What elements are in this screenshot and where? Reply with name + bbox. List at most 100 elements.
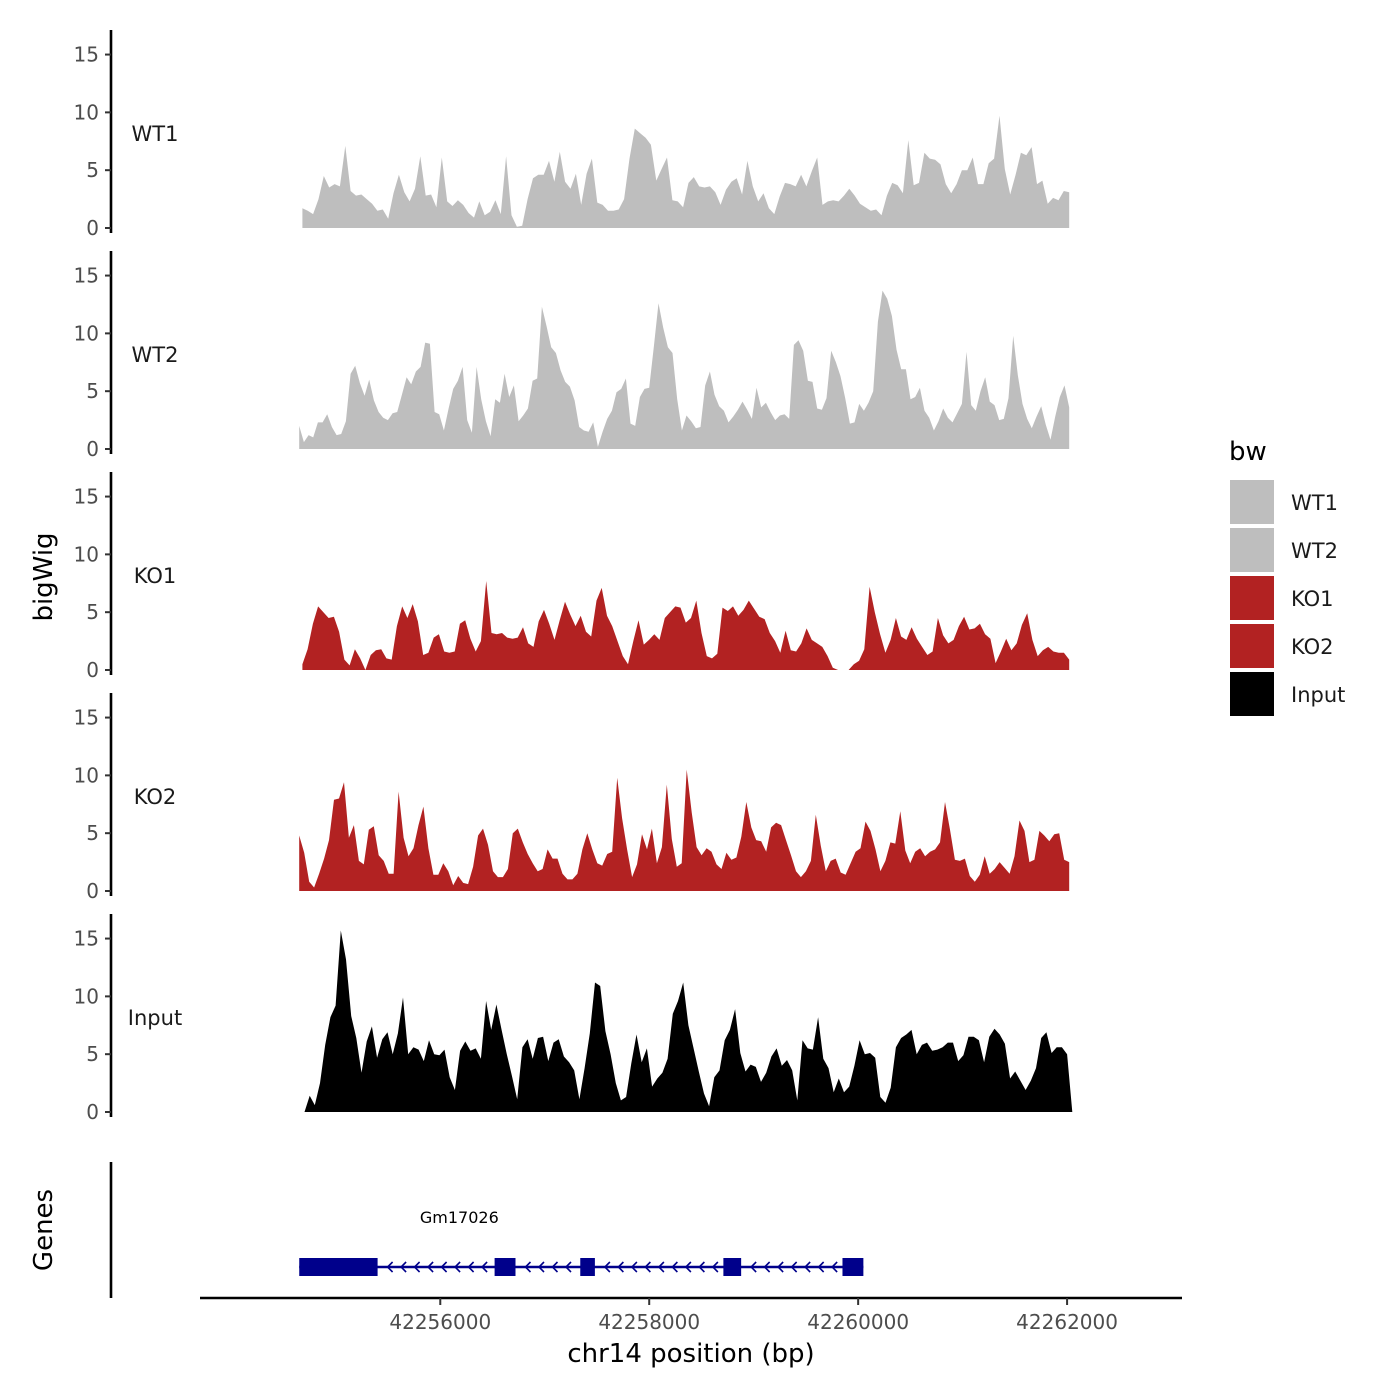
- coverage-area-wt1: [302, 115, 1070, 228]
- x-axis: 42256000 42258000 42260000 42262000 chr14 p…: [200, 1296, 1182, 1369]
- y-tick-label: 10: [74, 763, 99, 787]
- track-ko2: 0 5 10 15 KO2: [74, 693, 1070, 903]
- track-ko1: 0 5 10 15 KO1: [74, 472, 1070, 682]
- strand-arrow: [804, 1261, 811, 1273]
- track-wt2: 0 5 10 15 WT2: [74, 251, 1070, 461]
- coverage-area-input: [304, 930, 1073, 1112]
- y-axis-title: bigWig: [29, 532, 59, 621]
- y-tick-label: 10: [74, 321, 99, 345]
- strand-arrow: [684, 1261, 692, 1273]
- legend-label: KO1: [1291, 587, 1334, 611]
- gene-exon: [723, 1258, 742, 1276]
- strand-arrow: [564, 1261, 572, 1273]
- legend-label: KO2: [1291, 635, 1334, 659]
- x-tick-label: 42256000: [389, 1310, 491, 1334]
- x-tick-label: 42260000: [807, 1310, 909, 1334]
- track-label-wt2: WT2: [132, 343, 179, 367]
- strand-arrow: [467, 1261, 475, 1273]
- legend-entries: WT1 WT2 KO1 KO2 Input: [1230, 480, 1345, 716]
- strand-arrow: [750, 1261, 757, 1273]
- strand-arrow: [399, 1261, 407, 1273]
- strand-arrow: [551, 1261, 559, 1273]
- strand-arrow: [698, 1261, 705, 1273]
- legend-entry-wt1: WT1: [1230, 480, 1338, 524]
- strand-arrow: [524, 1261, 532, 1273]
- coverage-tracks: 0 5 10 15 WT1 0 5 10 15 WT2 0 5 10 15 KO1 0 5 10 15 KO2 0 5 10…: [74, 30, 1073, 1124]
- strand-arrow: [630, 1261, 638, 1273]
- legend-entry-ko2: KO2: [1230, 624, 1334, 668]
- y-tick-label: 15: [74, 706, 99, 730]
- genes-panel-label: Genes: [29, 1189, 59, 1271]
- gene-name-label: Gm17026: [420, 1208, 499, 1227]
- y-tick-label: 10: [74, 542, 99, 566]
- track-label-ko1: KO1: [134, 564, 177, 588]
- gene-models: Gm17026: [299, 1208, 864, 1276]
- coverage-area-ko2: [299, 769, 1070, 891]
- track-label-input: Input: [128, 1006, 182, 1030]
- x-axis-ticks: 42256000 42258000 42260000 42262000: [389, 1298, 1118, 1334]
- strand-arrow: [711, 1261, 719, 1273]
- strand-arrow: [831, 1261, 838, 1273]
- y-tick-label: 0: [86, 879, 99, 903]
- genes-panel: Genes Gm17026: [29, 1162, 864, 1298]
- gene-exon: [299, 1258, 378, 1276]
- y-tick-label: 0: [86, 437, 99, 461]
- strand-arrow: [413, 1261, 421, 1273]
- strand-arrow: [386, 1261, 394, 1273]
- strand-arrow: [537, 1261, 545, 1273]
- strand-arrow: [440, 1261, 448, 1273]
- strand-arrow: [617, 1261, 624, 1273]
- y-tick-label: 0: [86, 1100, 99, 1124]
- strand-arrow: [763, 1261, 771, 1273]
- legend-entry-ko1: KO1: [1230, 576, 1334, 620]
- y-tick-label: 5: [86, 821, 99, 845]
- x-tick-label: 42262000: [1016, 1310, 1118, 1334]
- y-tick-label: 5: [86, 1042, 99, 1066]
- legend: bw WT1 WT2 KO1 KO2 Input: [1229, 437, 1345, 716]
- y-tick-label: 15: [74, 43, 99, 67]
- track-label-wt1: WT1: [132, 122, 179, 146]
- x-tick-label: 42258000: [598, 1310, 700, 1334]
- strand-arrow: [453, 1261, 461, 1273]
- strand-arrow: [777, 1261, 784, 1273]
- coverage-area-wt2: [299, 290, 1070, 449]
- y-tick-label: 15: [74, 485, 99, 509]
- legend-entry-input: Input: [1230, 672, 1345, 716]
- strand-arrow: [671, 1261, 678, 1273]
- y-tick-label: 10: [74, 984, 99, 1008]
- gene-exon: [580, 1258, 595, 1276]
- strand-arrow: [480, 1261, 488, 1273]
- legend-title: bw: [1229, 437, 1267, 467]
- strand-arrow: [657, 1261, 665, 1273]
- legend-key: [1230, 576, 1274, 620]
- legend-label: Input: [1291, 683, 1345, 707]
- y-tick-label: 0: [86, 216, 99, 240]
- strand-arrow: [426, 1261, 434, 1273]
- legend-key: [1230, 480, 1274, 524]
- y-tick-label: 0: [86, 658, 99, 682]
- track-wt1: 0 5 10 15 WT1: [74, 30, 1070, 240]
- y-tick-label: 15: [74, 264, 99, 288]
- y-tick-label: 5: [86, 158, 99, 182]
- legend-label: WT2: [1291, 539, 1338, 563]
- x-axis-title: chr14 position (bp): [567, 1339, 814, 1369]
- y-tick-label: 5: [86, 379, 99, 403]
- legend-entry-wt2: WT2: [1230, 528, 1338, 572]
- strand-arrow: [603, 1261, 611, 1273]
- y-tick-label: 5: [86, 600, 99, 624]
- legend-key: [1230, 528, 1274, 572]
- strand-arrow: [790, 1261, 798, 1273]
- strand-arrow: [817, 1261, 825, 1273]
- gene-gm17026: Gm17026: [299, 1208, 864, 1276]
- strand-arrow: [644, 1261, 651, 1273]
- legend-label: WT1: [1291, 491, 1338, 515]
- legend-key: [1230, 624, 1274, 668]
- legend-key: [1230, 672, 1274, 716]
- track-label-ko2: KO2: [134, 785, 177, 809]
- track-input: 0 5 10 15 Input: [74, 914, 1073, 1124]
- y-tick-label: 15: [74, 927, 99, 951]
- coverage-area-ko1: [302, 581, 1070, 670]
- y-tick-label: 10: [74, 100, 99, 124]
- gene-exon: [494, 1258, 516, 1276]
